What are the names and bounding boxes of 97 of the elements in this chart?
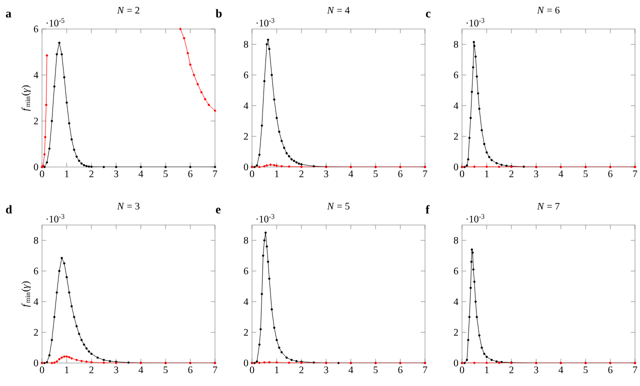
y-tick-label: 6 — [454, 72, 458, 78]
text: c — [426, 12, 431, 18]
text: ·10$^{-3}$ — [256, 214, 274, 222]
x-tick-label: 3 — [534, 170, 538, 178]
y-tick-label: 4 — [454, 298, 458, 305]
y-tick-label: 6 — [244, 72, 248, 78]
x-tick-label: 5 — [374, 366, 378, 374]
chart-title: N = 2 — [117, 6, 140, 14]
y-tick-label: 0 — [34, 164, 38, 170]
x-tick-label: 3 — [324, 366, 328, 374]
x-tick-label: 0 — [460, 366, 464, 374]
text: e — [216, 208, 221, 214]
x-tick-label: 4 — [138, 170, 144, 178]
x-tick-label: 7 — [423, 366, 428, 374]
x-tick-label: 6 — [608, 366, 612, 374]
y-tick-label: 4 — [244, 102, 248, 109]
text: a — [6, 12, 12, 18]
x-tick-label: 5 — [584, 366, 588, 374]
x-tick-label: 1 — [275, 170, 279, 178]
x-tick-label: 4 — [558, 366, 564, 374]
text: ·10$^{-3}$ — [466, 214, 484, 222]
x-tick-label: 1 — [485, 170, 489, 178]
text: f — [426, 205, 430, 214]
text: ·10$^{-3}$ — [256, 18, 274, 26]
y-tick-label: 2 — [34, 118, 38, 124]
x-tick-label: 3 — [324, 170, 328, 178]
text: d — [6, 205, 12, 214]
y-tick-label: 2 — [244, 329, 248, 336]
y-tick-label: 6 — [244, 268, 248, 274]
x-tick-label: 3 — [114, 170, 118, 178]
x-tick-label: 6 — [398, 366, 402, 374]
x-tick-label: 7 — [633, 170, 638, 178]
y-tick-label: 2 — [454, 133, 458, 140]
y-axis-title: f$_{min}$(γ) — [22, 85, 31, 111]
y-tick-label: 0 — [454, 360, 458, 366]
y-tick-label: 4 — [34, 72, 38, 78]
text: ·10$^{-3}$ — [46, 214, 64, 222]
y-axis-title: f$_{min}$(γ) — [22, 281, 31, 307]
y-tick-label: 0 — [34, 360, 38, 366]
y-tick-label: 8 — [244, 40, 248, 48]
y-tick-label: 2 — [244, 133, 248, 140]
y-tick-label: 0 — [244, 164, 248, 170]
x-tick-label: 5 — [164, 170, 168, 178]
x-tick-label: 6 — [188, 366, 192, 374]
y-tick-label: 6 — [34, 268, 38, 274]
chart-title: N = 4 — [327, 6, 350, 14]
x-tick-label: 2 — [509, 170, 514, 178]
x-tick-label: 1 — [65, 170, 69, 178]
x-tick-label: 0 — [460, 170, 464, 178]
y-tick-label: 8 — [454, 40, 458, 48]
x-tick-label: 7 — [423, 170, 428, 178]
x-tick-label: 0 — [40, 366, 44, 374]
chart-title: N = 5 — [327, 202, 350, 210]
x-tick-label: 4 — [348, 170, 354, 178]
x-tick-label: 2 — [299, 366, 304, 374]
text: ·10$^{-3}$ — [466, 18, 484, 26]
text: ·10$^{-5}$ — [46, 18, 64, 26]
y-tick-label: 8 — [244, 236, 248, 244]
x-tick-label: 6 — [608, 170, 612, 178]
chart-title: N = 7 — [537, 202, 560, 210]
chart-title: N = 3 — [117, 202, 140, 210]
y-tick-label: 4 — [454, 102, 458, 109]
x-tick-label: 6 — [398, 170, 402, 178]
x-tick-label: 1 — [485, 366, 489, 374]
x-tick-label: 1 — [65, 366, 69, 374]
x-tick-label: 0 — [40, 170, 44, 178]
x-tick-label: 4 — [138, 366, 144, 374]
text: b — [216, 9, 222, 18]
chart-title: N = 6 — [537, 6, 560, 14]
y-tick-label: 2 — [454, 329, 458, 336]
x-tick-label: 0 — [250, 170, 254, 178]
x-tick-label: 2 — [509, 366, 514, 374]
x-tick-label: 0 — [250, 366, 254, 374]
x-tick-label: 2 — [299, 170, 304, 178]
x-tick-label: 5 — [584, 170, 588, 178]
y-tick-label: 4 — [244, 298, 248, 305]
y-tick-label: 0 — [454, 164, 458, 170]
x-tick-label: 3 — [534, 366, 538, 374]
x-tick-label: 1 — [275, 366, 279, 374]
x-tick-label: 7 — [213, 366, 218, 374]
x-tick-label: 7 — [633, 366, 638, 374]
x-tick-label: 2 — [89, 170, 94, 178]
x-tick-label: 5 — [164, 366, 168, 374]
x-tick-label: 6 — [188, 170, 192, 178]
y-tick-label: 4 — [34, 298, 38, 305]
x-tick-label: 5 — [374, 170, 378, 178]
x-tick-label: 7 — [213, 170, 218, 178]
y-tick-label: 8 — [34, 236, 38, 244]
x-tick-label: 4 — [558, 170, 564, 178]
x-tick-label: 4 — [348, 366, 354, 374]
y-tick-label: 0 — [244, 360, 248, 366]
x-tick-label: 2 — [89, 366, 94, 374]
y-tick-label: 6 — [34, 26, 38, 32]
y-tick-label: 2 — [34, 329, 38, 336]
x-tick-label: 3 — [114, 366, 118, 374]
y-tick-label: 8 — [454, 236, 458, 244]
y-tick-label: 6 — [454, 268, 458, 274]
